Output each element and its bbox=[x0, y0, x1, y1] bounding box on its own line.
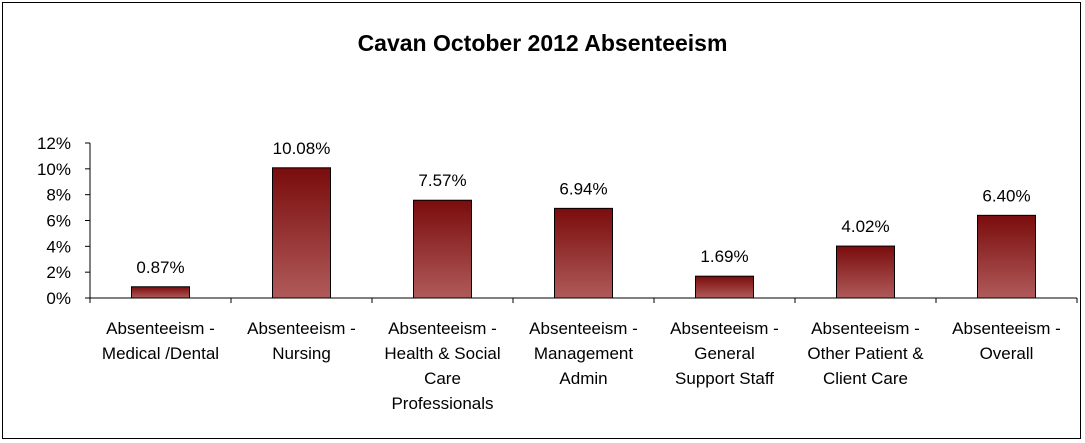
category-label: Absenteeism - Overall bbox=[952, 319, 1061, 363]
category-label: Absenteeism - Health & Social Care Professi… bbox=[384, 319, 500, 413]
category-label-line: Professionals bbox=[391, 394, 493, 413]
data-label: 0.87% bbox=[136, 258, 184, 277]
bar bbox=[977, 214, 1036, 299]
category-label: Absenteeism - Management Admin bbox=[529, 319, 638, 388]
y-tick-label: 8% bbox=[46, 186, 71, 205]
bar bbox=[131, 286, 190, 299]
category-label-line: Client Care bbox=[823, 369, 908, 388]
data-label: 6.94% bbox=[559, 179, 607, 198]
y-tick-label: 4% bbox=[46, 237, 71, 256]
y-tick-label: 6% bbox=[46, 212, 71, 231]
category-label-line: Absenteeism - bbox=[106, 319, 215, 338]
category-label-line: Overall bbox=[980, 344, 1034, 363]
bar bbox=[836, 245, 895, 299]
chart-title: Cavan October 2012 Absenteeism bbox=[357, 30, 728, 56]
category-label-line: Absenteeism - bbox=[811, 319, 920, 338]
category-label: Absenteeism - Nursing bbox=[247, 319, 356, 363]
category-label-line: Medical /Dental bbox=[102, 344, 219, 363]
category-label-line: Absenteeism - bbox=[529, 319, 638, 338]
data-label: 6.40% bbox=[982, 186, 1030, 205]
bar bbox=[413, 199, 472, 299]
category-label: Absenteeism - Medical /Dental bbox=[102, 319, 219, 363]
category-label-line: Support Staff bbox=[675, 369, 774, 388]
y-tick-label: 2% bbox=[46, 263, 71, 282]
category-label-line: Care bbox=[424, 369, 461, 388]
category-label: Absenteeism - General Support Staff bbox=[670, 319, 779, 388]
category-label-line: Health & Social bbox=[384, 344, 500, 363]
category-label-line: Admin bbox=[559, 369, 607, 388]
data-label: 7.57% bbox=[418, 171, 466, 190]
category-label-line: Nursing bbox=[272, 344, 331, 363]
bar bbox=[272, 167, 331, 299]
category-label-line: Absenteeism - bbox=[670, 319, 779, 338]
y-tick-label: 10% bbox=[37, 160, 71, 179]
data-label: 10.08% bbox=[273, 139, 331, 158]
category-label-line: General bbox=[694, 344, 754, 363]
category-label-line: Management bbox=[534, 344, 634, 363]
category-label: Absenteeism - Other Patient & Client Care bbox=[807, 319, 924, 388]
bar bbox=[554, 207, 613, 299]
category-label-line: Absenteeism - bbox=[388, 319, 497, 338]
bar bbox=[695, 275, 754, 299]
y-tick-label: 12% bbox=[37, 134, 71, 153]
data-label: 1.69% bbox=[700, 247, 748, 266]
category-label-line: Other Patient & bbox=[807, 344, 924, 363]
category-label-line: Absenteeism - bbox=[952, 319, 1061, 338]
data-label: 4.02% bbox=[841, 217, 889, 236]
category-label-line: Absenteeism - bbox=[247, 319, 356, 338]
y-tick-label: 0% bbox=[46, 289, 71, 308]
